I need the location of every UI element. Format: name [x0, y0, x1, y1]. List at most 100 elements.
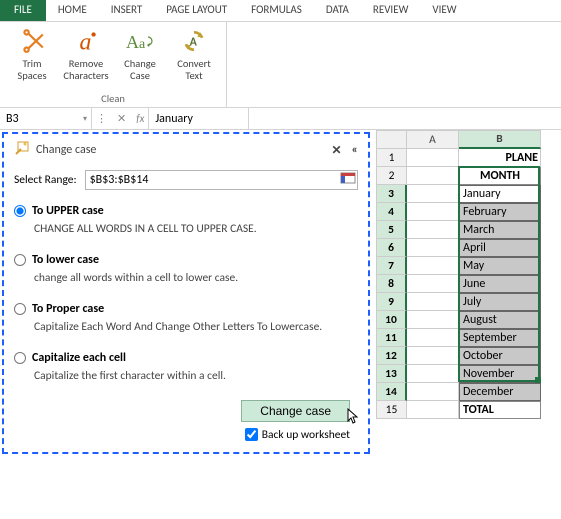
row-11-header[interactable]: 11	[377, 329, 407, 347]
pane-wand-icon	[14, 140, 30, 160]
col-a-header[interactable]: A	[407, 131, 459, 149]
row-1-header[interactable]: 1	[377, 149, 407, 167]
sheet-area: A B 1 PLANE 2 MONTH 3 January 4 February…	[376, 130, 541, 419]
trim-spaces-button[interactable]: TrimSpaces	[6, 24, 58, 83]
cell-a4[interactable]	[407, 203, 459, 221]
fn-cancel-icon[interactable]: ✕	[117, 112, 126, 125]
cell-b15[interactable]: TOTAL	[459, 401, 541, 419]
cell-b9[interactable]: July	[459, 293, 541, 311]
change-case-button[interactable]: Aa ChangeCase	[114, 24, 166, 83]
cell-b4[interactable]: February	[459, 203, 541, 221]
row-14-header[interactable]: 14	[377, 383, 407, 401]
name-box[interactable]: B3	[0, 108, 92, 129]
radio-capitalize[interactable]	[14, 352, 26, 364]
pane-collapse-icon[interactable]: «	[352, 143, 358, 158]
cell-b14[interactable]: December	[459, 383, 541, 401]
corner-cell[interactable]	[377, 131, 407, 149]
cell-a15[interactable]	[407, 401, 459, 419]
clean-group: TrimSpaces a RemoveCharacters Aa ChangeC…	[0, 22, 227, 107]
svg-text:a: a	[80, 30, 92, 54]
row-8-header[interactable]: 8	[377, 275, 407, 293]
svg-text:a: a	[139, 37, 146, 52]
row-5-header[interactable]: 5	[377, 221, 407, 239]
row-3-header[interactable]: 3	[377, 185, 407, 203]
desc-capitalize: Capitalize the first character within a …	[34, 369, 358, 384]
cell-a14[interactable]	[407, 383, 459, 401]
row-13-header[interactable]: 13	[377, 365, 407, 383]
range-input[interactable]	[85, 170, 358, 190]
tab-page-layout[interactable]: PAGE LAYOUT	[154, 0, 239, 21]
cell-a3[interactable]	[407, 185, 459, 203]
cell-b2[interactable]: MONTH	[459, 167, 541, 185]
fn-dots-icon: ⋮	[96, 112, 107, 125]
col-b-header[interactable]: B	[459, 131, 541, 149]
formula-value[interactable]: January	[149, 108, 249, 129]
pane-close-icon[interactable]: ✕	[331, 143, 341, 158]
cell-a7[interactable]	[407, 257, 459, 275]
cell-b7[interactable]: May	[459, 257, 541, 275]
cell-b11[interactable]: September	[459, 329, 541, 347]
cell-a2[interactable]	[407, 167, 459, 185]
cell-b5[interactable]: March	[459, 221, 541, 239]
cell-a13[interactable]	[407, 365, 459, 383]
cell-a10[interactable]	[407, 311, 459, 329]
cell-b1[interactable]: PLANE	[459, 149, 541, 167]
tab-home[interactable]: HOME	[46, 0, 99, 21]
tab-formulas[interactable]: FORMULAS	[239, 0, 314, 21]
tab-file[interactable]: FILE	[0, 0, 46, 21]
cell-b3[interactable]: January	[459, 185, 541, 203]
radio-upper[interactable]	[14, 205, 26, 217]
label-capitalize[interactable]: Capitalize each cell	[32, 351, 126, 365]
radio-proper[interactable]	[14, 303, 26, 315]
row-6-header[interactable]: 6	[377, 239, 407, 257]
label-upper[interactable]: To UPPER case	[32, 204, 104, 218]
tab-view[interactable]: VIEW	[420, 0, 468, 21]
opt-upper: To UPPER case CHANGE ALL WORDS IN A CELL…	[14, 204, 358, 237]
desc-lower: change all words within a cell to lower …	[34, 271, 358, 286]
svg-text:A: A	[190, 35, 198, 49]
scissors-icon	[17, 26, 47, 56]
opt-capitalize: Capitalize each cell Capitalize the firs…	[14, 351, 358, 384]
row-15-header[interactable]: 15	[377, 401, 407, 419]
fx-icon[interactable]: fx	[136, 112, 144, 125]
cell-a9[interactable]	[407, 293, 459, 311]
tab-data[interactable]: DATA	[314, 0, 361, 21]
row-2-header[interactable]: 2	[377, 167, 407, 185]
select-range-label: Select Range:	[14, 173, 77, 187]
row-4-header[interactable]: 4	[377, 203, 407, 221]
row-10-header[interactable]: 10	[377, 311, 407, 329]
label-lower[interactable]: To lower case	[32, 253, 99, 267]
cell-b6[interactable]: April	[459, 239, 541, 257]
cell-a1[interactable]	[407, 149, 459, 167]
range-picker-icon[interactable]	[340, 172, 356, 188]
desc-upper: CHANGE ALL WORDS IN A CELL TO UPPER CASE…	[34, 222, 358, 237]
cell-a5[interactable]	[407, 221, 459, 239]
cell-a6[interactable]	[407, 239, 459, 257]
remove-chars-button[interactable]: a RemoveCharacters	[60, 24, 112, 83]
cell-a11[interactable]	[407, 329, 459, 347]
cell-a12[interactable]	[407, 347, 459, 365]
cell-a8[interactable]	[407, 275, 459, 293]
change-case-pane: Change case ✕ « Select Range: To UPPER c…	[2, 132, 370, 454]
convert-text-button[interactable]: A ConvertText	[168, 24, 220, 83]
opt-lower: To lower case change all words within a …	[14, 253, 358, 286]
cell-b12[interactable]: October	[459, 347, 541, 365]
backup-label[interactable]: Back up worksheet	[262, 428, 350, 442]
convert-text-label: ConvertText	[177, 58, 211, 81]
row-12-header[interactable]: 12	[377, 347, 407, 365]
label-proper[interactable]: To Proper case	[32, 302, 104, 316]
row-7-header[interactable]: 7	[377, 257, 407, 275]
row-9-header[interactable]: 9	[377, 293, 407, 311]
cell-b10[interactable]: August	[459, 311, 541, 329]
sheet-grid[interactable]: A B 1 PLANE 2 MONTH 3 January 4 February…	[376, 130, 541, 419]
tab-insert[interactable]: INSERT	[99, 0, 155, 21]
ribbon-tabs: FILE HOME INSERT PAGE LAYOUT FORMULAS DA…	[0, 0, 561, 22]
backup-checkbox[interactable]	[245, 428, 258, 441]
tab-review[interactable]: REVIEW	[361, 0, 421, 21]
cell-b8[interactable]: June	[459, 275, 541, 293]
change-case-label: ChangeCase	[124, 58, 156, 81]
clean-group-title: Clean	[101, 92, 125, 107]
cell-b13[interactable]: November	[459, 365, 541, 383]
radio-lower[interactable]	[14, 254, 26, 266]
change-case-apply-button[interactable]: Change case	[241, 400, 350, 422]
